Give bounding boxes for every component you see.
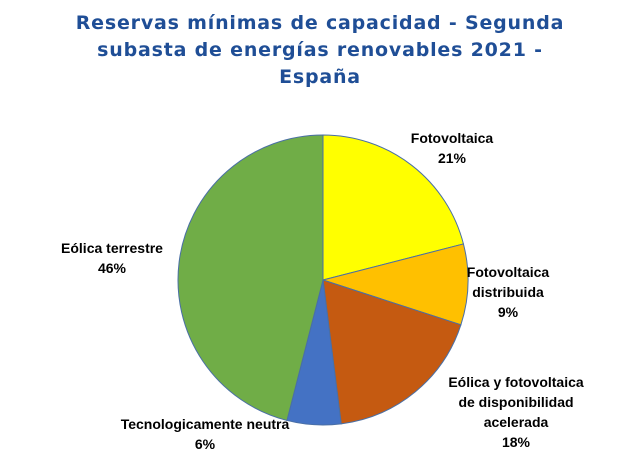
- slice-label: Eólica terrestre 46%: [61, 238, 163, 278]
- slice-label-name: Eólica terrestre: [61, 240, 163, 256]
- pie-slice-1: [321, 243, 469, 326]
- slice-label: Tecnologicamente neutra 6%: [121, 414, 290, 454]
- slice-label-name: Tecnologicamente neutra: [120, 416, 290, 432]
- slice-label-name: distribuida: [472, 284, 544, 300]
- slice-label-value: 21%: [437, 150, 467, 166]
- chart-title-line: subasta de energías renovables 2021 -: [97, 39, 543, 61]
- slice-label-value: 6%: [194, 436, 216, 452]
- slice-label-name: Eólica y fotovoltaica: [448, 374, 584, 390]
- pie-slice-2: [322, 279, 462, 425]
- slice-label: Fotovoltaica 21%: [411, 128, 493, 168]
- slice-label: Fotovoltaica distribuida 9%: [467, 262, 549, 322]
- slice-label: Eólica y fotovoltaica de disponibilidad ac…: [448, 372, 583, 452]
- chart-title: Reservas mínimas de capacidad - Segunda …: [0, 10, 640, 91]
- slice-label-value: 9%: [497, 304, 519, 320]
- slice-label-value: 46%: [97, 260, 127, 276]
- slice-label-name: Fotovoltaica: [466, 264, 550, 280]
- slice-label-value: 18%: [501, 434, 531, 450]
- chart-title-line: España: [279, 66, 361, 88]
- pie-slice-0: [322, 134, 465, 281]
- chart-title-line: Reservas mínimas de capacidad - Segunda: [75, 12, 565, 34]
- slice-label-name: acelerada: [483, 414, 549, 430]
- slice-label-name: Fotovoltaica: [410, 130, 494, 146]
- pie-slice-4: [177, 134, 324, 422]
- slice-label-name: de disponibilidad: [458, 394, 574, 410]
